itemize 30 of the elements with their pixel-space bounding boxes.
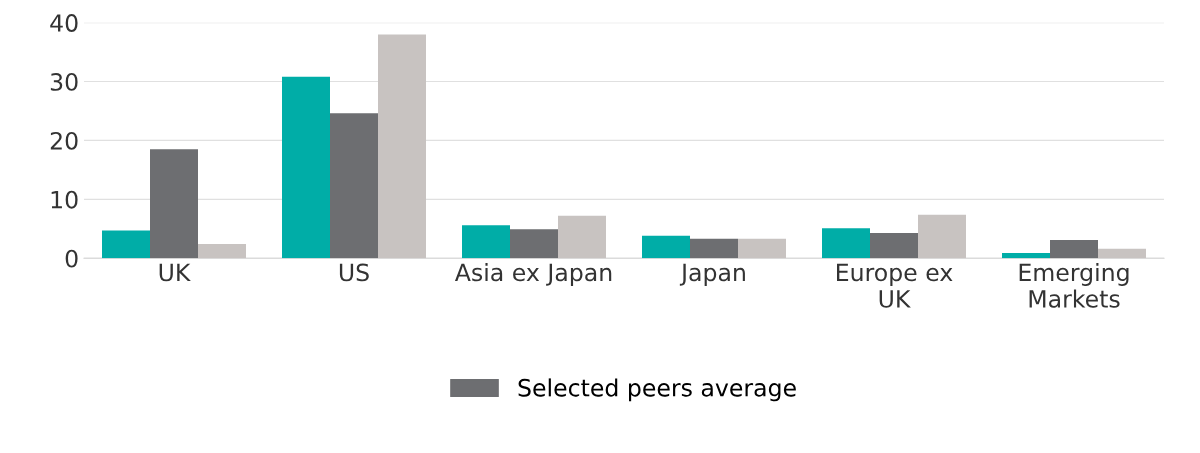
bar — [1050, 239, 1098, 259]
bar — [1002, 252, 1050, 259]
bar — [690, 238, 738, 259]
bar — [102, 230, 150, 259]
y-tick-label: 20 — [50, 131, 78, 150]
bar — [870, 232, 918, 259]
bar — [918, 214, 966, 259]
x-tick-label: UK — [159, 263, 191, 282]
x-tick-label: Emerging Markets — [1019, 263, 1129, 308]
bar — [330, 113, 378, 259]
legend-label: Selected peers average — [518, 378, 796, 402]
bar — [462, 225, 510, 259]
y-tick-label: 10 — [51, 190, 78, 209]
y-tick-label: 40 — [50, 14, 78, 32]
bar — [378, 34, 426, 259]
x-tick-label: US — [339, 263, 369, 282]
bar — [558, 215, 606, 259]
y-tick-label: 0 — [65, 249, 78, 268]
bar — [150, 149, 198, 259]
y-tick-label: 30 — [50, 72, 78, 91]
bar — [1098, 248, 1146, 259]
bar — [510, 229, 558, 259]
bar — [642, 235, 690, 259]
x-tick-label: Europe ex UK — [837, 263, 953, 308]
x-tick-label: Japan — [679, 263, 745, 286]
x-tick-label: Asia ex Japan — [454, 263, 612, 286]
bar — [198, 244, 246, 259]
bar — [738, 238, 786, 259]
bar — [282, 76, 330, 259]
bar — [822, 228, 870, 259]
